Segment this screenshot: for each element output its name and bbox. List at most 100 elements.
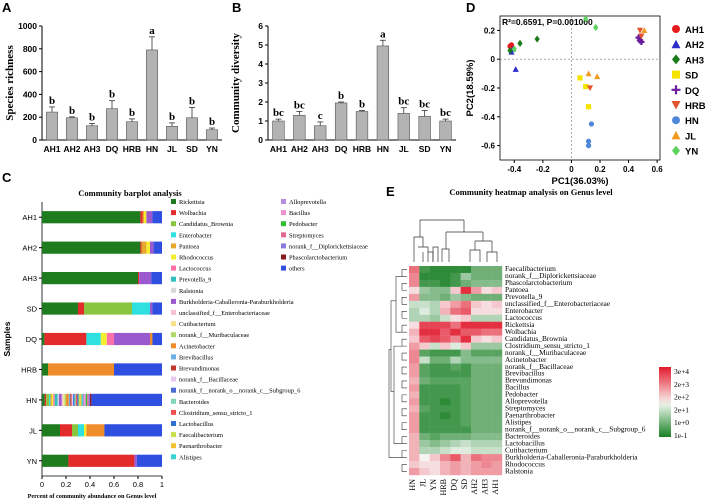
heatmap-cell bbox=[450, 279, 461, 288]
heatmap-cell bbox=[409, 447, 420, 455]
significance-letter: bc bbox=[294, 100, 305, 112]
legend-swatch bbox=[171, 343, 176, 349]
y-tick-label: 0 bbox=[32, 135, 37, 145]
heatmap-cell bbox=[429, 468, 441, 476]
significance-letter: b bbox=[109, 89, 115, 101]
bar-segment bbox=[42, 302, 78, 315]
bar-segment bbox=[90, 393, 92, 406]
row-label: Alistipes bbox=[505, 417, 531, 426]
bar-segment bbox=[146, 241, 150, 254]
heatmap-cell bbox=[471, 272, 482, 281]
heatmap-cell bbox=[409, 440, 420, 448]
x-tick-label: 0.2 bbox=[594, 165, 606, 174]
legend-label: Clostridium_sensu_stricto_1 bbox=[179, 410, 253, 417]
heatmap-cell bbox=[409, 391, 420, 399]
heatmap-cell bbox=[440, 447, 451, 455]
row-dendrogram bbox=[401, 324, 407, 333]
y-axis-label: Samples bbox=[2, 321, 12, 356]
row-dendrogram bbox=[390, 300, 396, 392]
legend-label: Alloprevotella bbox=[289, 199, 326, 206]
heatmap-cell bbox=[481, 300, 492, 308]
x-tick-label: DQ bbox=[106, 144, 119, 154]
scatter-point bbox=[585, 138, 592, 144]
heatmap-cell bbox=[471, 384, 482, 392]
heatmap-cell bbox=[460, 356, 472, 364]
heatmap-cell bbox=[460, 307, 472, 315]
heatmap-cell bbox=[419, 286, 430, 295]
column-label: AH2 bbox=[470, 479, 479, 495]
row-dendrogram bbox=[401, 352, 407, 361]
legend-label: Brevibacillus bbox=[179, 354, 214, 361]
heatmap-cell bbox=[409, 412, 420, 420]
heatmap-cell bbox=[409, 363, 420, 371]
bar-segment bbox=[85, 393, 88, 406]
heatmap-cell bbox=[419, 468, 430, 476]
x-tick-label: AH3 bbox=[83, 144, 100, 154]
legend-swatch bbox=[281, 265, 286, 271]
heatmap-cell bbox=[409, 419, 420, 427]
significance-letter: b bbox=[129, 107, 135, 119]
bar bbox=[146, 49, 158, 141]
heatmap-cell bbox=[471, 314, 482, 322]
heatmap-cell bbox=[450, 342, 461, 350]
heatmap-cell bbox=[460, 461, 472, 469]
legend-label: HN bbox=[685, 116, 699, 127]
x-tick-label: SD bbox=[419, 144, 431, 154]
legend-swatch bbox=[171, 432, 176, 438]
bar-segment bbox=[42, 241, 141, 254]
bar-segment bbox=[84, 393, 86, 406]
heatmap-cell bbox=[429, 391, 441, 399]
heatmap-cell bbox=[419, 363, 430, 371]
heatmap-cell bbox=[419, 279, 430, 288]
scatter-point bbox=[588, 121, 595, 127]
bar-segment bbox=[114, 332, 150, 346]
legend-swatch bbox=[171, 243, 176, 249]
bar-segment bbox=[106, 332, 114, 346]
row-label: Bacteroides bbox=[505, 431, 540, 440]
heatmap-cell bbox=[450, 440, 461, 448]
heatmap-cell bbox=[419, 356, 430, 364]
x-tick-label: AH2 bbox=[291, 144, 308, 154]
heatmap-cell bbox=[440, 461, 451, 469]
bar-segment bbox=[150, 332, 153, 346]
heatmap-cell bbox=[409, 335, 420, 343]
heatmap-cell bbox=[491, 440, 503, 448]
scatter-point bbox=[534, 35, 540, 43]
heatmap-cell bbox=[481, 335, 492, 343]
bar bbox=[314, 125, 327, 141]
legend-swatch bbox=[171, 365, 176, 371]
bar-segment bbox=[139, 272, 152, 285]
heatmap-cell bbox=[450, 363, 461, 371]
heatmap-cell bbox=[471, 286, 482, 295]
heatmap-cell bbox=[409, 468, 420, 476]
row-dendrogram bbox=[401, 310, 407, 319]
heatmap-cell bbox=[471, 412, 482, 420]
scatter-point bbox=[585, 143, 592, 149]
heatmap-cell bbox=[450, 461, 461, 469]
bar bbox=[272, 120, 285, 141]
heatmap-cell bbox=[471, 377, 482, 385]
heatmap-cell bbox=[471, 461, 482, 469]
heatmap-cell bbox=[429, 349, 441, 357]
heatmap-cell bbox=[450, 398, 461, 406]
column-label: JL bbox=[419, 479, 428, 487]
heatmap-cell bbox=[481, 454, 492, 462]
scatter-point bbox=[636, 27, 644, 34]
heatmap-cell bbox=[481, 405, 492, 413]
bar-segment bbox=[91, 393, 162, 406]
column-label: HN bbox=[408, 479, 417, 491]
heatmap-cell bbox=[491, 468, 503, 476]
x-tick-label: 1 bbox=[160, 480, 164, 489]
color-scale-label: 2e+3 bbox=[674, 380, 689, 389]
heatmap-cell bbox=[429, 356, 441, 364]
heatmap-cell bbox=[491, 300, 503, 308]
bar bbox=[66, 117, 78, 141]
significance-letter: bc bbox=[440, 107, 451, 119]
bar-segment bbox=[60, 424, 72, 437]
row-label: Acinetobacter bbox=[505, 355, 547, 364]
heatmap-cell bbox=[460, 279, 472, 288]
heatmap-cell bbox=[440, 384, 451, 392]
bar-segment bbox=[151, 272, 162, 285]
bar-segment bbox=[134, 454, 137, 467]
bar bbox=[397, 113, 410, 141]
